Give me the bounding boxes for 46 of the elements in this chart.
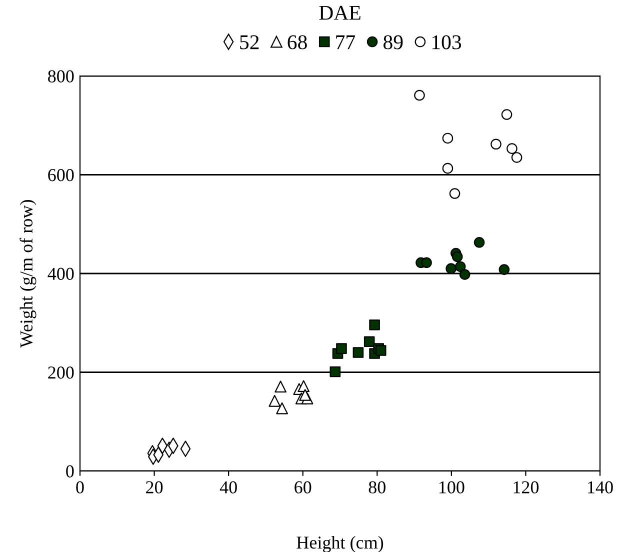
point: [511, 152, 522, 163]
point: [298, 380, 310, 392]
x-tick-label: 0: [76, 481, 84, 494]
point: [364, 336, 375, 348]
x-tick-label: 120: [514, 481, 539, 494]
legend-label: 103: [432, 35, 462, 50]
point: [352, 347, 364, 358]
y-tick-label: 0: [66, 465, 74, 478]
y-tick-label: 600: [48, 169, 74, 182]
y-tick-label: 200: [48, 366, 74, 379]
point: [274, 380, 287, 392]
legend-label: 77: [336, 35, 356, 50]
point: [442, 132, 454, 144]
point: [449, 188, 460, 199]
point: [414, 90, 425, 101]
point: [490, 138, 502, 150]
point: [446, 263, 456, 274]
legend-label: 68: [288, 35, 307, 50]
point: [506, 143, 518, 154]
point: [336, 343, 347, 354]
point: [268, 394, 281, 407]
y-tick-label: 800: [48, 70, 74, 82]
point: [442, 162, 454, 174]
y-tick-label: 400: [48, 268, 74, 280]
y-axis-title: Weight (g/m of row): [20, 200, 36, 348]
point: [330, 366, 341, 378]
point: [276, 402, 288, 414]
point: [452, 251, 463, 262]
point: [498, 264, 510, 275]
x-tick-label: 20: [146, 481, 163, 494]
x-tick-label: 100: [439, 481, 464, 494]
point: [474, 236, 485, 248]
point: [501, 109, 512, 120]
point: [459, 269, 470, 280]
point: [369, 319, 380, 330]
x-axis-title: Height (cm): [296, 536, 384, 552]
legend-label: 52: [240, 35, 259, 50]
x-tick-label: 60: [294, 481, 312, 494]
legend-title: DAE: [319, 6, 360, 20]
point: [299, 389, 312, 401]
x-tick-label: 140: [588, 481, 613, 494]
x-tick-label: 40: [220, 481, 237, 494]
point: [421, 257, 432, 268]
x-tick-label: 80: [368, 481, 386, 494]
legend-label: 89: [384, 35, 403, 50]
point: [454, 261, 466, 272]
